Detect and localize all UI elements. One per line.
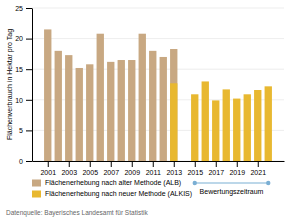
tick-mark: [26, 100, 32, 101]
plot: 2001200320052007200920112013201520172019…: [6, 5, 285, 198]
tick: 2001: [40, 161, 56, 176]
x-axis: 2001 2003 2005 2007 2009 2011 2013 2015 2017 2019…: [33, 161, 285, 176]
tick-label: 25: [15, 5, 23, 12]
grid: [32, 8, 284, 161]
legend-label: Flächenerhebung nach neuer Methode (ALKI…: [45, 190, 192, 198]
tick-label: 15: [15, 66, 23, 73]
tick-mark: [195, 161, 196, 167]
tick-mark: [111, 161, 112, 167]
bar: [244, 94, 251, 161]
y-axis: 0 5 10 15 20 25: [15, 5, 32, 165]
tick: 2007: [103, 161, 119, 176]
tick: 2019: [229, 161, 245, 176]
grid-line: [32, 8, 284, 9]
tick-mark: [26, 8, 32, 9]
axis-line: [32, 9, 33, 162]
y-axis-label: Flächenverbrauch in Hektar pro Tag: [6, 29, 14, 140]
annotation-line: [195, 182, 269, 183]
tick-mark: [153, 161, 154, 167]
tick-label: 10: [15, 97, 23, 104]
bar: [149, 51, 156, 161]
bar: [97, 34, 104, 161]
tick-label: 2015: [187, 169, 203, 176]
bar: [55, 51, 62, 161]
tick-label: 2001: [40, 169, 56, 176]
tick: 2021: [250, 161, 266, 176]
tick: 2011: [146, 161, 161, 176]
tick-label: 2017: [208, 169, 224, 176]
legend-label: Flächenerhebung nach alter Methode (ALB): [45, 179, 181, 187]
bars: [44, 29, 272, 161]
tick-label: 2003: [61, 169, 77, 176]
bar: [223, 89, 230, 161]
bar: [107, 62, 114, 161]
annotation-text: Bewertungszeitraum: [200, 188, 264, 196]
tick: 2013: [166, 161, 182, 176]
bar: [86, 64, 93, 161]
tick: 2017: [208, 161, 224, 176]
axis-line: [33, 161, 285, 162]
annotation-dot: [193, 181, 197, 185]
tick-mark: [90, 161, 91, 167]
chart: 2001200320052007200920112013201520172019…: [0, 0, 292, 219]
tick: 2015: [187, 161, 203, 176]
tick-label: 2009: [124, 169, 140, 176]
tick-label: 2019: [229, 169, 245, 176]
tick-mark: [26, 39, 32, 40]
tick: 25: [15, 5, 32, 12]
tick-label: 2021: [250, 169, 266, 176]
tick-mark: [26, 69, 32, 70]
bar: [44, 29, 51, 161]
bar: [118, 60, 125, 161]
tick-label: 2007: [103, 169, 119, 176]
bar: [128, 60, 135, 161]
tick-label: 0: [19, 158, 23, 165]
bar: [265, 86, 272, 161]
legend-swatch: [32, 191, 41, 198]
tick-mark: [237, 161, 238, 167]
tick: 20: [15, 35, 32, 42]
series-bars: [44, 29, 177, 161]
bar: [254, 90, 261, 161]
bar: [139, 34, 146, 161]
tick-label: 2013: [166, 169, 182, 176]
tick: 15: [15, 66, 32, 73]
bar: [191, 94, 198, 161]
tick: 2003: [61, 161, 77, 176]
tick-mark: [26, 130, 32, 131]
tick: 2009: [124, 161, 140, 176]
legend-swatch: [32, 180, 41, 187]
tick-mark: [48, 161, 49, 167]
tick-label: 2005: [82, 169, 98, 176]
tick: 10: [15, 97, 32, 104]
tick-mark: [26, 161, 32, 162]
bar: [65, 55, 72, 161]
bar: [170, 49, 177, 161]
tick-label: 2011: [146, 169, 161, 176]
tick-label: 20: [15, 35, 23, 42]
legend-item: Flächenerhebung nach alter Methode (ALB): [32, 179, 181, 187]
bar: [233, 99, 240, 161]
tick: 5: [19, 127, 32, 134]
tick-mark: [216, 161, 217, 167]
tick: 0: [19, 158, 32, 165]
annotation: Bewertungszeitraum: [193, 181, 271, 196]
legend-item: Flächenerhebung nach neuer Methode (ALKI…: [32, 190, 192, 198]
grid-line: [32, 38, 284, 39]
bar: [170, 83, 177, 161]
series-bars: [170, 81, 272, 161]
tick: 2005: [82, 161, 98, 176]
bar: [76, 68, 83, 161]
bar: [212, 100, 219, 161]
source-note: Datenquelle: Bayerisches Landesamt für S…: [6, 209, 148, 217]
tick-label: 5: [19, 127, 23, 134]
annotation-dot: [266, 181, 270, 185]
bar: [202, 81, 209, 161]
legend: Flächenerhebung nach alter Methode (ALB)…: [32, 179, 192, 198]
tick-mark: [132, 161, 133, 167]
tick-mark: [69, 161, 70, 167]
tick-mark: [258, 161, 259, 167]
tick-mark: [174, 161, 175, 167]
bar: [160, 57, 167, 161]
